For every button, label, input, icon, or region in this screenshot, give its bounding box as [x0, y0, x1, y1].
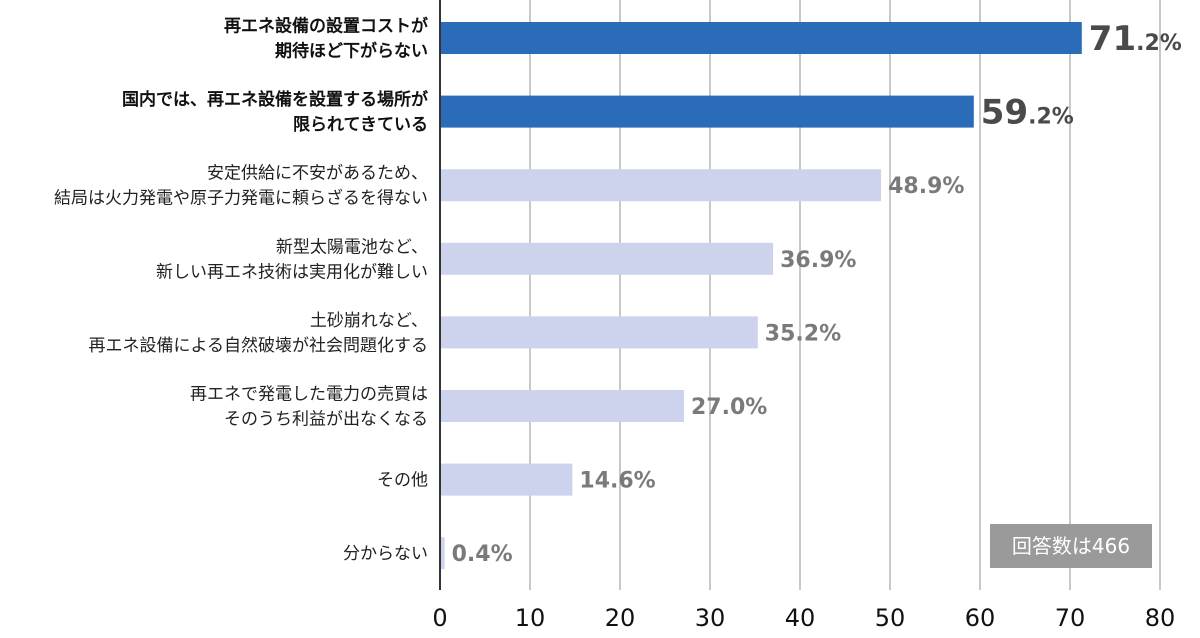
- respondent-note-text: 回答数は466: [1012, 534, 1130, 558]
- x-tick-label-60: 60: [965, 604, 996, 632]
- bar-6: [441, 390, 684, 422]
- value-label-6: 27.0%: [691, 395, 767, 420]
- bars: [441, 22, 1082, 570]
- category-labels: 再エネ設備の設置コストが期待ほど下がらない国内では、再エネ設備を設置する場所が限…: [54, 16, 428, 565]
- category-label-2: 国内では、再エネ設備を設置する場所が限られてきている: [122, 89, 428, 135]
- x-tick-label-80: 80: [1145, 604, 1176, 632]
- bar-4: [441, 242, 774, 275]
- value-label-3: 48.9%: [888, 174, 964, 199]
- respondent-note: 回答数は466: [990, 524, 1152, 568]
- x-tick-label-20: 20: [605, 604, 636, 632]
- category-label-line: 安定供給に不安があるため、: [207, 164, 428, 184]
- value-label-8: 0.4%: [452, 542, 513, 567]
- category-label-line: そのうち利益が出なくなる: [224, 410, 428, 430]
- category-label-6: 再エネで発電した電力の売買はそのうち利益が出なくなる: [190, 385, 428, 430]
- category-label-3: 安定供給に不安があるため、結局は火力発電や原子力発電に頼らざるを得ない: [54, 164, 428, 209]
- category-label-8: 分からない: [343, 544, 428, 564]
- value-label-1: 71.2%: [1089, 19, 1182, 59]
- bar-7: [441, 463, 573, 496]
- bar-2: [441, 95, 974, 128]
- bar-8: [441, 537, 445, 570]
- value-label-5: 35.2%: [765, 321, 841, 346]
- x-axis-ticks: 0 10 20 30 40 50 60 70 80: [432, 604, 1175, 632]
- value-label-7: 14.6%: [579, 469, 655, 494]
- category-label-line: 国内では、再エネ設備を設置する場所が: [122, 89, 428, 110]
- category-label-line: 再エネ設備の設置コストが: [224, 16, 428, 37]
- category-label-line: 土砂崩れなど、: [310, 311, 428, 331]
- category-label-line: 新型太陽電池など、: [276, 237, 428, 257]
- value-label-4: 36.9%: [780, 248, 856, 273]
- bar-1: [441, 22, 1082, 54]
- category-label-line: 再エネ設備による自然破壊が社会問題化する: [89, 336, 429, 356]
- x-tick-label-70: 70: [1055, 604, 1086, 632]
- category-label-line: 限られてきている: [293, 115, 428, 135]
- category-label-line: 分からない: [343, 544, 428, 564]
- value-labels: 71.2%59.2%48.9%36.9%35.2%27.0%14.6%0.4%: [452, 19, 1182, 567]
- value-label-main: 71: [1089, 19, 1136, 59]
- gridlines: [529, 0, 1161, 590]
- category-label-line: 結局は火力発電や原子力発電に頼らざるを得ない: [54, 188, 428, 209]
- category-label-7: その他: [377, 471, 428, 491]
- x-tick-label-30: 30: [695, 604, 726, 632]
- category-label-1: 再エネ設備の設置コストが期待ほど下がらない: [224, 16, 428, 62]
- respondent-note-box: [990, 524, 1152, 568]
- bar-3: [441, 169, 882, 202]
- category-label-4: 新型太陽電池など、新しい再エネ技術は実用化が難しい: [156, 237, 428, 282]
- x-tick-label-10: 10: [515, 604, 546, 632]
- value-label-rest: .2%: [1028, 105, 1074, 130]
- category-label-line: その他: [377, 471, 428, 491]
- value-label-2: 59.2%: [981, 93, 1074, 133]
- value-label-rest: .2%: [1136, 31, 1182, 56]
- value-label-main: 59: [981, 93, 1028, 133]
- x-tick-label-40: 40: [785, 604, 816, 632]
- category-label-line: 期待ほど下がらない: [275, 41, 428, 62]
- category-label-line: 再エネで発電した電力の売買は: [190, 385, 428, 405]
- x-tick-label-0: 0: [432, 604, 447, 632]
- bar-5: [441, 316, 758, 349]
- category-label-5: 土砂崩れなど、再エネ設備による自然破壊が社会問題化する: [89, 311, 429, 356]
- x-tick-label-50: 50: [875, 604, 906, 632]
- category-label-line: 新しい再エネ技術は実用化が難しい: [156, 262, 428, 282]
